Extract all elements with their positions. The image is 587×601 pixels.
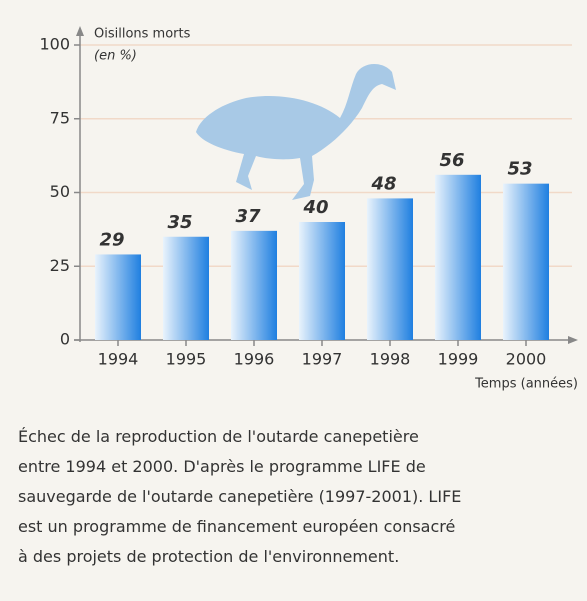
- value-label: 56: [439, 150, 464, 171]
- value-label: 53: [507, 159, 532, 180]
- value-label: 35: [167, 212, 192, 233]
- x-axis-label: Temps (années): [474, 377, 578, 392]
- y-axis-label: Oisillons morts: [94, 27, 191, 42]
- caption-line: à des projets de protection de l'environ…: [18, 542, 583, 572]
- x-tick-label: 1996: [234, 350, 275, 369]
- x-tick-label: 1998: [370, 350, 411, 369]
- bar: [435, 175, 481, 340]
- value-label: 37: [235, 206, 261, 227]
- y-tick-label: 0: [60, 330, 70, 349]
- value-label: 40: [302, 197, 328, 218]
- bar: [299, 222, 345, 340]
- bar: [231, 231, 277, 340]
- bar: [367, 198, 413, 340]
- bar: [503, 184, 549, 340]
- caption-line: entre 1994 et 2000. D'après le programme…: [18, 452, 583, 482]
- y-tick-label: 50: [50, 182, 70, 201]
- caption-line: sauvegarde de l'outarde canepetière (199…: [18, 482, 583, 512]
- value-label: 29: [99, 229, 124, 250]
- x-tick-label: 1995: [166, 350, 207, 369]
- chart: Oisillons morts (en %) Temps (années) 0 2…: [0, 0, 587, 410]
- y-tick-label: 75: [50, 108, 70, 127]
- x-tick-label: 1997: [302, 350, 343, 369]
- caption-line: Échec de la reproduction de l'outarde ca…: [18, 422, 583, 452]
- x-tick-label: 1994: [98, 350, 139, 369]
- caption: Échec de la reproduction de l'outarde ca…: [18, 422, 583, 572]
- bar: [95, 254, 141, 340]
- y-axis-label: (en %): [94, 49, 137, 64]
- value-label: 48: [370, 173, 396, 194]
- x-axis-arrow: [568, 336, 578, 344]
- bar: [163, 237, 209, 340]
- y-tick-label: 25: [50, 256, 70, 275]
- y-axis-arrow: [76, 26, 84, 36]
- y-tick-label: 100: [39, 35, 70, 54]
- bird-illustration: [196, 64, 396, 200]
- x-tick-label: 1999: [438, 350, 479, 369]
- page: Oisillons morts (en %) Temps (années) 0 2…: [0, 0, 587, 601]
- caption-line: est un programme de financement européen…: [18, 512, 583, 542]
- x-tick-label: 2000: [506, 350, 547, 369]
